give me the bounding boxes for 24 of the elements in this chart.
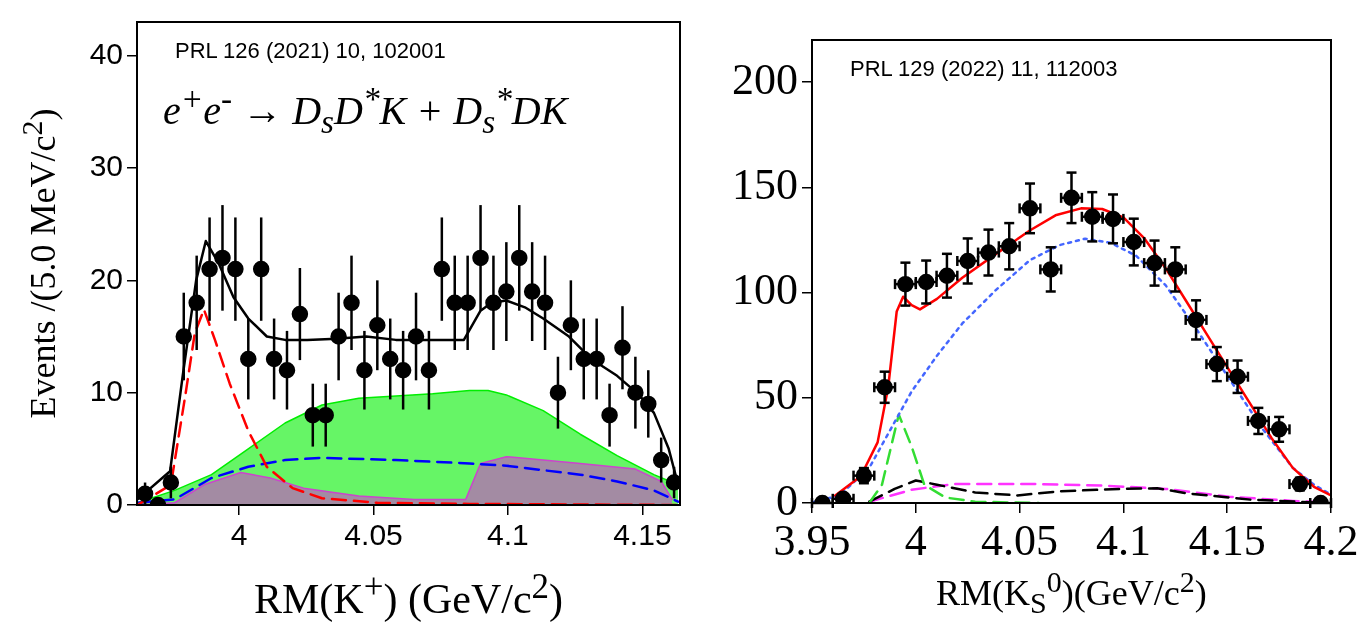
line-series <box>812 237 1331 503</box>
y-tick-label: 200 <box>732 54 798 104</box>
y-tick-label: 20 <box>89 261 123 295</box>
x-tick-label: 4 <box>904 515 927 565</box>
y-tick-label: 0 <box>106 486 123 520</box>
x-tick-label: 4.15 <box>613 518 672 552</box>
y-tick-label: 30 <box>89 149 123 183</box>
y-tick-label: 50 <box>754 370 798 420</box>
x-tick-label: 4.05 <box>981 515 1059 565</box>
y-tick-label: 40 <box>89 36 123 70</box>
x-tick-label: 4.1 <box>487 518 529 552</box>
x-axis-title: RM(K$^{+}$) (GeV/c$^{2}$) <box>254 567 564 623</box>
y-tick-label: 150 <box>732 159 798 209</box>
x-tick-label: 4.05 <box>344 518 403 552</box>
annotation: PRL 129 (2022) 11, 112003 <box>850 56 1118 82</box>
y-tick-label: 100 <box>732 265 798 315</box>
x-axis-title: RM(K$_{S}$$^{0}$)(GeV/c$^{2}$) <box>936 565 1207 621</box>
annotation: PRL 126 (2021) 10, 102001 <box>175 38 446 64</box>
x-tick-label: 4.15 <box>1188 515 1266 565</box>
x-tick-label: 4.1 <box>1095 515 1151 565</box>
y-tick-label: 10 <box>89 373 123 407</box>
x-tick-label: 4.2 <box>1303 515 1359 565</box>
text: e$^{+}$e$^{-}$ → D$_{s}$D$^{*}$K + D$_{s}$$^{*}$DK <box>163 80 568 141</box>
x-tick-label: 4 <box>230 518 248 552</box>
